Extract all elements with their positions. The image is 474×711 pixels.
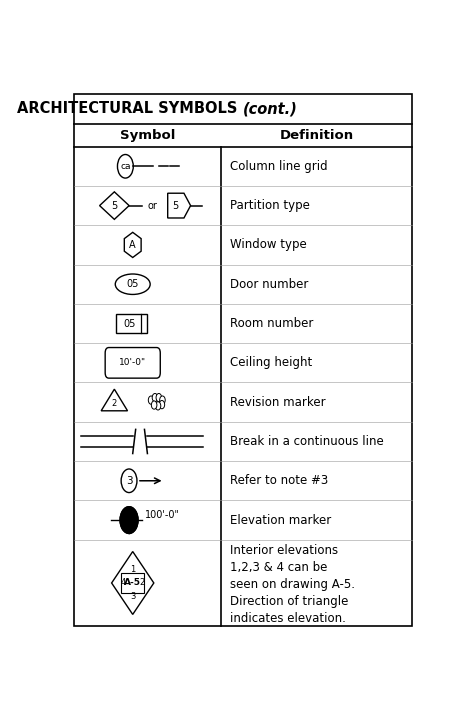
- Wedge shape: [120, 507, 138, 533]
- Text: Ceiling height: Ceiling height: [230, 356, 312, 369]
- Text: 3: 3: [126, 476, 132, 486]
- Text: Partition type: Partition type: [230, 199, 310, 212]
- Text: 4: 4: [121, 579, 126, 587]
- Text: Revision marker: Revision marker: [230, 395, 326, 409]
- Text: Column line grid: Column line grid: [230, 160, 328, 173]
- Text: 1: 1: [130, 565, 136, 574]
- Polygon shape: [100, 192, 129, 220]
- Wedge shape: [120, 507, 138, 533]
- Text: Door number: Door number: [230, 278, 309, 291]
- Text: Break in a continuous line: Break in a continuous line: [230, 435, 384, 448]
- Circle shape: [156, 393, 162, 402]
- Circle shape: [155, 402, 161, 410]
- Text: (cont.): (cont.): [243, 101, 298, 116]
- Text: 05: 05: [127, 279, 139, 289]
- Text: A: A: [129, 240, 136, 250]
- FancyBboxPatch shape: [116, 314, 147, 333]
- FancyBboxPatch shape: [121, 572, 144, 594]
- Text: ca: ca: [120, 162, 131, 171]
- Text: 5: 5: [111, 201, 118, 210]
- Text: Refer to note #3: Refer to note #3: [230, 474, 328, 487]
- Circle shape: [159, 400, 164, 409]
- Text: 3: 3: [130, 592, 136, 601]
- Polygon shape: [111, 552, 154, 614]
- Circle shape: [151, 401, 157, 409]
- FancyBboxPatch shape: [105, 348, 160, 378]
- Circle shape: [121, 469, 137, 493]
- Text: 10'-0": 10'-0": [119, 358, 146, 368]
- Text: 5: 5: [172, 201, 178, 210]
- Text: Definition: Definition: [279, 129, 354, 141]
- Text: Elevation marker: Elevation marker: [230, 513, 331, 527]
- Ellipse shape: [115, 274, 150, 294]
- Text: 2: 2: [112, 399, 117, 407]
- Text: A-5: A-5: [124, 579, 141, 587]
- Text: 05: 05: [123, 319, 136, 328]
- Circle shape: [120, 507, 138, 533]
- Text: Interior elevations
1,2,3 & 4 can be
seen on drawing A-5.
Direction of triangle
: Interior elevations 1,2,3 & 4 can be see…: [230, 544, 355, 625]
- Text: 2: 2: [139, 579, 145, 587]
- Text: Window type: Window type: [230, 238, 307, 252]
- Circle shape: [148, 396, 154, 405]
- Text: Room number: Room number: [230, 317, 313, 330]
- Text: 100'-0": 100'-0": [146, 510, 181, 520]
- Text: ARCHITECTURAL SYMBOLS: ARCHITECTURAL SYMBOLS: [18, 101, 243, 116]
- Polygon shape: [101, 389, 128, 411]
- FancyBboxPatch shape: [74, 94, 412, 626]
- Polygon shape: [168, 193, 191, 218]
- Text: Symbol: Symbol: [120, 129, 175, 141]
- Circle shape: [160, 396, 165, 405]
- Text: or: or: [147, 201, 157, 210]
- Circle shape: [152, 393, 158, 402]
- Polygon shape: [124, 232, 141, 257]
- Circle shape: [118, 154, 133, 178]
